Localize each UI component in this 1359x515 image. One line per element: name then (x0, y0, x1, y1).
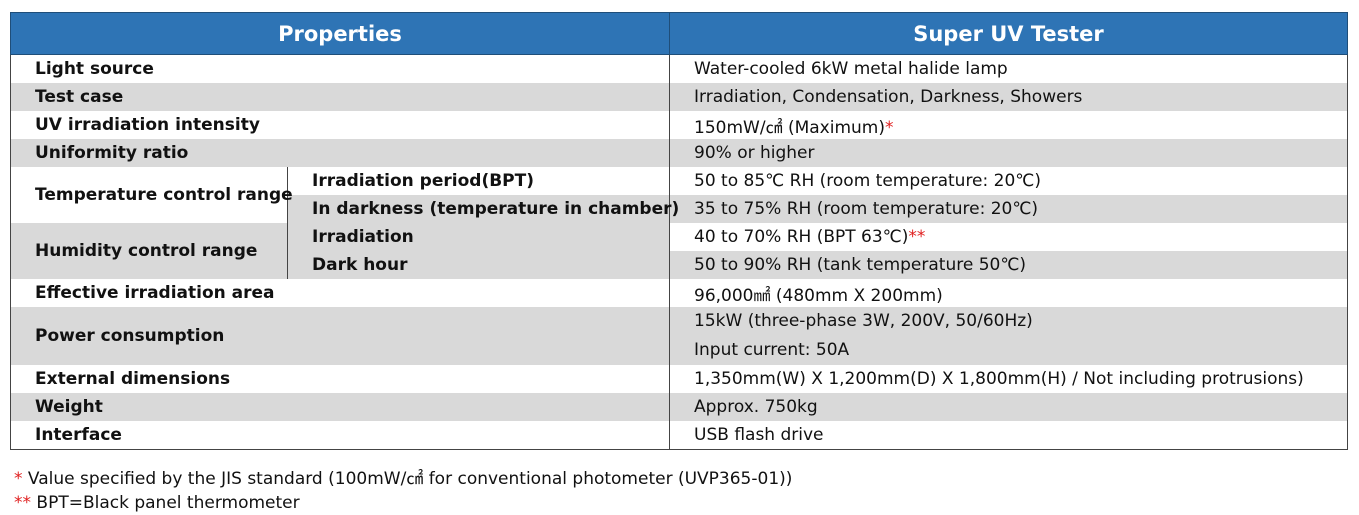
label: Temperature control range (10, 167, 293, 223)
footnote: ** BPT=Black panel thermometer (14, 493, 300, 513)
value: 90% or higher (669, 139, 1349, 167)
table: Properties Super UV Tester Light source W… (9, 12, 1349, 450)
value: 1,350mm(W) X 1,200mm(D) X 1,800mm(H) / N… (669, 365, 1349, 393)
sub-label: In darkness (temperature in chamber) (286, 195, 679, 223)
label: Humidity control range (10, 223, 288, 279)
footnote-text: Value specified by the JIS standard (100… (27, 469, 793, 489)
sub-label: Irradiation (286, 223, 671, 251)
note-mark: ** (908, 227, 926, 247)
note-mark: ** (14, 493, 31, 513)
value-text: 40 to 70% RH (BPT 63℃) (694, 227, 909, 247)
value: 50 to 85℃ RH (room temperature: 20℃) (669, 167, 1349, 195)
label: External dimensions (9, 365, 671, 393)
value: Water-cooled 6kW metal halide lamp (669, 54, 1349, 83)
value: 40 to 70% RH (BPT 63℃)** (669, 223, 1349, 251)
value: 50 to 90% RH (tank temperature 50℃) (669, 251, 1349, 279)
label: Effective irradiation area (9, 279, 671, 307)
value: 96,000㎟ (480mm X 200mm) (669, 279, 1349, 307)
footnote-text: BPT=Black panel thermometer (36, 493, 300, 513)
value-text: Input current: 50A (694, 340, 850, 360)
value: 35 to 75% RH (room temperature: 20℃) (669, 195, 1349, 223)
label: UV irradiation intensity (9, 111, 671, 139)
value: USB flash drive (669, 421, 1349, 450)
value-text: 150mW/㎠ (Maximum) (694, 117, 885, 138)
value: Irradiation, Condensation, Darkness, Sho… (669, 83, 1349, 111)
value: 15kW (three-phase 3W, 200V, 50/60Hz) Inpu… (669, 307, 1349, 365)
sub-label: Irradiation period(BPT) (286, 167, 671, 195)
label: Test case (9, 83, 671, 111)
label: Power consumption (9, 307, 671, 365)
value: 150mW/㎠ (Maximum)* (669, 111, 1349, 139)
note-mark: * (14, 469, 23, 489)
sub-label: Dark hour (286, 251, 671, 279)
note-mark: * (885, 117, 894, 138)
label: Light source (9, 54, 671, 83)
label: Interface (9, 421, 671, 450)
header-row: Properties Super UV Tester (9, 12, 1349, 55)
header-cell: Properties (9, 12, 671, 55)
value-text: 15kW (three-phase 3W, 200V, 50/60Hz) (694, 311, 1033, 331)
spec-table: Properties Super UV Tester Light source W… (9, 12, 1349, 450)
label: Weight (9, 393, 671, 421)
label: Uniformity ratio (9, 139, 671, 167)
footnote: * Value specified by the JIS standard (1… (14, 464, 792, 489)
header-cell: Super UV Tester (669, 12, 1349, 55)
value: Approx. 750kg (669, 393, 1349, 421)
